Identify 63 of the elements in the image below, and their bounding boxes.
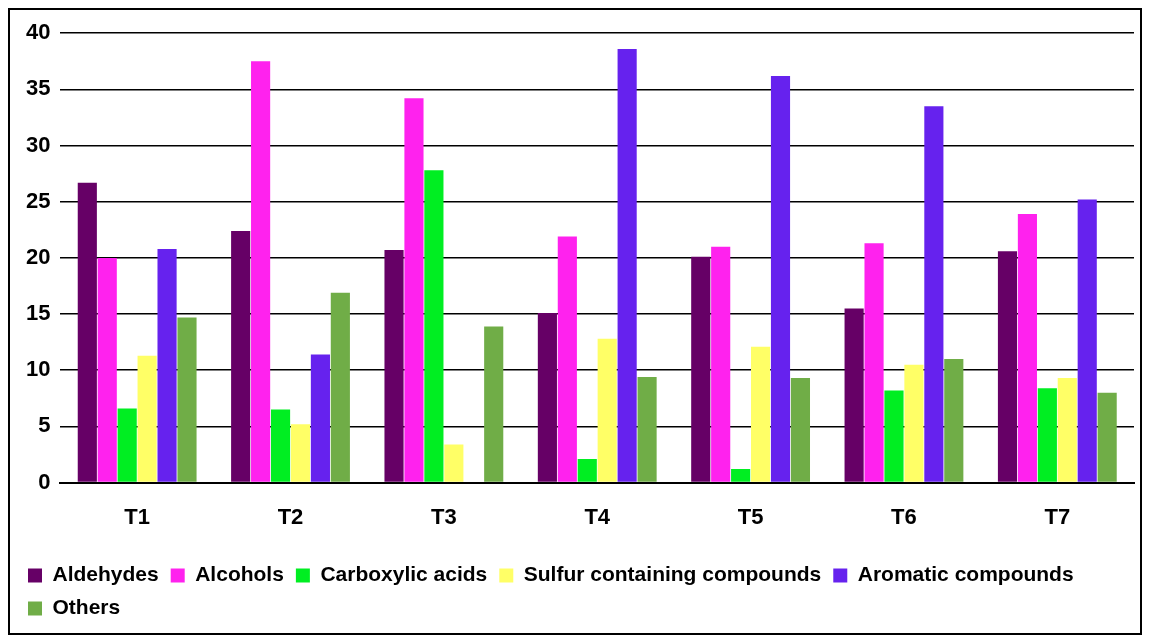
bar [617, 48, 637, 482]
bar [944, 359, 964, 482]
bar [310, 354, 330, 482]
bar [137, 355, 157, 482]
bar [537, 312, 557, 482]
bar [597, 338, 617, 482]
bar [484, 326, 504, 482]
legend-label: Sulfur containing compounds [523, 562, 822, 586]
y-tick-label: 30 [25, 131, 51, 157]
legend-label: Aromatic compounds [857, 562, 1074, 586]
x-tick-label: T2 [277, 503, 304, 529]
bar [177, 317, 197, 482]
y-tick-label: 20 [25, 243, 51, 269]
y-tick-label: 40 [25, 19, 51, 45]
bar [884, 390, 904, 482]
y-tick-label: 25 [25, 187, 51, 213]
bar [424, 170, 444, 482]
bar [270, 409, 291, 482]
bar [290, 424, 311, 482]
bar [444, 444, 464, 482]
bar [1097, 392, 1117, 482]
bar [384, 250, 404, 482]
bar [691, 256, 711, 482]
y-tick-label: 0 [38, 468, 51, 494]
y-tick-label: 15 [25, 300, 51, 326]
bar [77, 182, 97, 482]
y-tick-label: 35 [25, 75, 51, 101]
bar [731, 469, 751, 482]
x-tick-label: T4 [584, 503, 611, 529]
bar [157, 248, 177, 482]
bar [231, 230, 251, 482]
bar [117, 408, 137, 482]
y-tick-label: 5 [38, 412, 51, 438]
bar [751, 346, 771, 482]
bar [904, 364, 924, 482]
y-tick-label: 10 [25, 356, 51, 382]
bar [330, 292, 350, 482]
legend-label: Alcohols [195, 562, 284, 586]
bar [844, 308, 864, 482]
legend-label: Aldehydes [52, 562, 159, 586]
bar [770, 75, 791, 482]
legend-label: Carboxylic acids [320, 562, 488, 586]
bar [557, 236, 577, 482]
bar [864, 243, 884, 482]
x-tick-label: T3 [431, 503, 457, 529]
bar [790, 378, 811, 482]
x-tick-label: T5 [737, 503, 764, 529]
bar [577, 459, 597, 482]
bar [1057, 378, 1077, 482]
bar [1077, 199, 1097, 482]
bar [404, 98, 424, 482]
bar [997, 251, 1018, 482]
legend-label: Others [52, 595, 121, 619]
x-tick-label: T7 [1044, 503, 1071, 529]
x-tick-label: T1 [124, 503, 150, 529]
bar [711, 246, 731, 482]
bar [924, 106, 944, 482]
bar [97, 257, 117, 482]
bar [1017, 214, 1037, 482]
x-tick-label: T6 [891, 503, 917, 529]
bar [637, 376, 657, 482]
bar [251, 61, 271, 482]
bar [1037, 388, 1057, 482]
